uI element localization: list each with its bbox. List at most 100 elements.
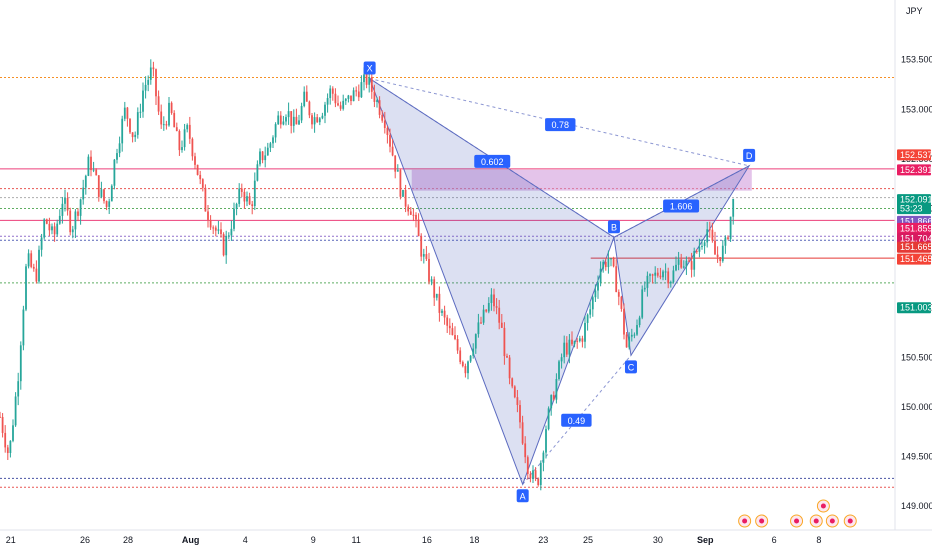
ratio-label-0[interactable]: 0.78 <box>545 118 576 132</box>
price-tag-value: 152.537 <box>900 150 932 160</box>
event-marker-4[interactable] <box>825 514 839 528</box>
candle-73 <box>188 116 191 144</box>
candle-body <box>480 322 482 324</box>
price-tag-6[interactable]: 151.665 <box>897 241 932 253</box>
candle-body <box>248 196 251 205</box>
event-marker-6[interactable] <box>816 499 830 513</box>
x-tick-label: 9 <box>311 535 316 545</box>
candle-46 <box>118 136 121 158</box>
candle-body <box>264 155 267 161</box>
ratio-label-2[interactable]: 1.606 <box>663 199 700 213</box>
candle-96 <box>248 192 251 206</box>
pattern-labels-layer[interactable]: X A B C D 0.78 0.602 1.606 0.49 <box>363 61 756 503</box>
candle-152 <box>394 155 397 179</box>
x-tick-label: Sep <box>697 535 714 545</box>
candle-114 <box>295 108 298 125</box>
candle-36 <box>92 161 95 173</box>
candle-254 <box>659 267 662 280</box>
price-tag-7[interactable]: 151.465 <box>897 253 932 265</box>
event-marker-3[interactable] <box>809 514 823 528</box>
candle-body <box>584 322 586 342</box>
candle-111 <box>287 102 290 125</box>
price-tag-0[interactable]: 152.537 <box>897 149 932 161</box>
candle-body <box>38 249 40 282</box>
candle-body <box>656 272 659 276</box>
candle-body <box>708 229 711 231</box>
candle-268 <box>695 249 698 254</box>
candle-90 <box>233 202 235 232</box>
candle-body <box>157 96 160 112</box>
candle-161 <box>417 213 420 237</box>
candle-body <box>282 121 285 125</box>
candle-body <box>464 366 467 374</box>
candle-29 <box>74 209 77 238</box>
ratio-label-3[interactable]: 0.49 <box>561 413 592 427</box>
candle-body <box>274 124 277 138</box>
candle-body <box>147 79 150 85</box>
candle-258 <box>669 280 672 288</box>
pattern-point-badge <box>607 220 620 234</box>
candle-74 <box>191 137 194 161</box>
price-tag-1[interactable]: 152.391 <box>897 164 932 176</box>
candle-159 <box>412 208 415 222</box>
candle-body <box>35 268 38 282</box>
candle-body <box>90 156 92 171</box>
pattern-point-d[interactable]: D <box>743 148 756 162</box>
time-axis[interactable]: 21 26 28 Aug 4 9 11 16 18 23 25 30 Sep 6 8 <box>0 529 932 545</box>
candle-body <box>682 266 685 268</box>
candle-body <box>191 138 194 157</box>
candle-267 <box>693 247 696 277</box>
candle-3 <box>6 444 9 460</box>
candle-body <box>126 107 129 119</box>
y-tick-label: 149.000 <box>901 501 932 511</box>
candle-163 <box>422 248 425 264</box>
pattern-point-c[interactable]: C <box>624 360 637 374</box>
candle-202 <box>524 436 527 464</box>
candle-230 <box>597 275 599 299</box>
pattern-point-a[interactable]: A <box>516 489 529 503</box>
candle-body <box>199 174 202 180</box>
ratio-label-1[interactable]: 0.602 <box>474 154 511 168</box>
candle-body <box>279 115 282 125</box>
events-layer[interactable] <box>738 499 857 528</box>
candle-body <box>350 95 352 102</box>
pattern-point-x[interactable]: X <box>363 61 376 75</box>
pattern-point-b[interactable]: B <box>607 220 620 234</box>
candle-79 <box>204 184 207 212</box>
price-tag-bg <box>897 241 931 253</box>
candle-body <box>487 302 490 312</box>
event-marker-1[interactable] <box>755 514 769 528</box>
candle-body <box>516 397 519 406</box>
candle-body <box>269 143 272 148</box>
event-marker-2[interactable] <box>790 514 804 528</box>
candle-241 <box>625 332 628 348</box>
candle-191 <box>495 298 498 315</box>
candle-81 <box>209 215 212 230</box>
candle-27 <box>69 207 72 236</box>
candle-184 <box>477 313 480 338</box>
candle-255 <box>662 269 664 281</box>
price-tag-4[interactable]: 151.859 <box>897 222 932 234</box>
candle-body <box>532 470 534 479</box>
candle-body <box>170 102 173 114</box>
price-axis[interactable]: JPY 153.500153.000152.500152.000151.5001… <box>894 0 932 530</box>
candle-body <box>14 396 17 426</box>
candle-147 <box>381 110 384 123</box>
price-tag-8[interactable]: 151.003 <box>897 302 932 314</box>
candle-body <box>719 257 722 262</box>
candle-47 <box>121 115 124 152</box>
candle-145 <box>376 97 378 108</box>
harmonic-pattern-layer[interactable] <box>368 77 751 486</box>
candle-192 <box>498 299 501 330</box>
event-marker-0[interactable] <box>738 514 752 528</box>
price-tag-5[interactable]: 151.704 <box>897 232 932 244</box>
candle-body <box>253 180 256 207</box>
candle-76 <box>196 164 199 176</box>
candle-body <box>539 462 542 486</box>
event-marker-5[interactable] <box>843 514 857 528</box>
candle-116 <box>300 102 303 124</box>
price-tag-value: 151.003 <box>900 303 932 313</box>
candle-257 <box>667 267 670 289</box>
